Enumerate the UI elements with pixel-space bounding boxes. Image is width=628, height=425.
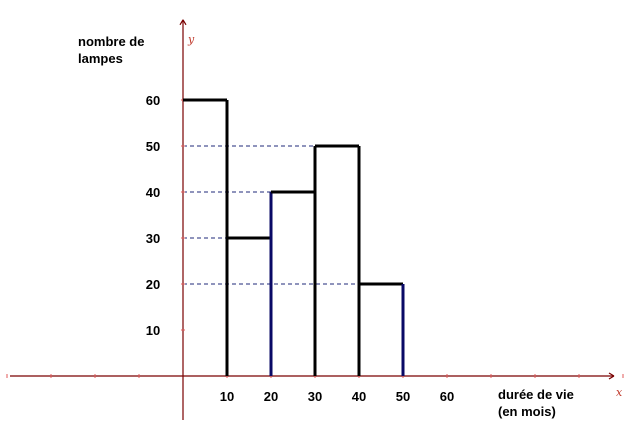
y-axis-letter: y	[187, 33, 195, 46]
x-tick-label-60: 60	[440, 389, 454, 404]
x-axis-title-line-2: (en mois)	[498, 404, 556, 419]
x-tick-label-40: 40	[352, 389, 366, 404]
x-axis-arrow	[608, 372, 615, 380]
y-axis-title-line-2: lampes	[78, 51, 123, 66]
y-tick-label-40: 40	[146, 185, 160, 200]
y-tick-label-50: 50	[146, 139, 160, 154]
y-tick-label-30: 30	[146, 231, 160, 246]
x-axis-title-line-1: durée de vie	[498, 387, 574, 402]
y-tick-label-10: 10	[146, 323, 160, 338]
histogram-bars	[183, 98, 405, 376]
x-tick-label-20: 20	[264, 389, 278, 404]
x-axis-letter: x	[616, 386, 623, 399]
x-tick-label-10: 10	[220, 389, 234, 404]
axes	[6, 19, 624, 420]
y-axis-arrow	[179, 19, 187, 26]
y-tick-label-20: 20	[146, 277, 160, 292]
y-axis-title-line-1: nombre de	[78, 34, 144, 49]
tick-labels: 10 20 30 40 50 60 10 20 30 40 50 60	[146, 93, 454, 404]
y-tick-label-60: 60	[146, 93, 160, 108]
x-tick-label-50: 50	[396, 389, 410, 404]
x-tick-label-30: 30	[308, 389, 322, 404]
